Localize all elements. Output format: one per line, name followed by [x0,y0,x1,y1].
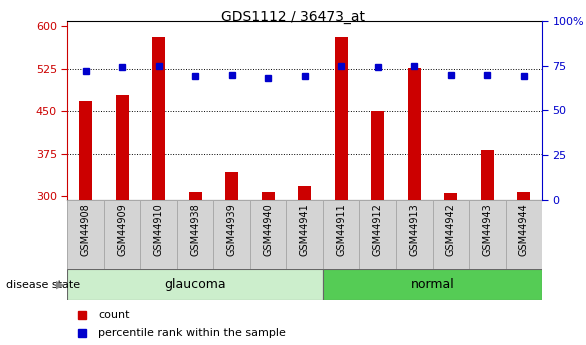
Bar [517,191,530,200]
Bar [372,111,384,200]
Bar [408,68,421,200]
Bar [104,200,141,269]
Text: GSM44913: GSM44913 [409,204,419,256]
Text: GSM44911: GSM44911 [336,204,346,256]
Bar [250,200,287,269]
Bar [396,200,432,269]
Text: GSM44941: GSM44941 [299,204,310,256]
Bar [432,200,469,269]
Bar [116,96,128,200]
Bar [323,269,542,300]
Text: GSM44944: GSM44944 [519,204,529,256]
Text: GSM44909: GSM44909 [117,204,127,256]
Text: disease state: disease state [6,280,80,289]
Text: count: count [98,310,130,320]
Text: normal: normal [411,278,454,291]
Text: GDS1112 / 36473_at: GDS1112 / 36473_at [221,10,365,24]
Text: glaucoma: glaucoma [164,278,226,291]
Text: ▶: ▶ [56,280,64,289]
Text: GSM44943: GSM44943 [482,204,492,256]
Bar [444,193,457,200]
Bar [506,200,542,269]
Bar [323,200,359,269]
Bar [213,200,250,269]
Bar [67,269,323,300]
Bar [469,200,506,269]
Bar [177,200,213,269]
Text: GSM44942: GSM44942 [446,204,456,256]
Text: GSM44939: GSM44939 [227,204,237,256]
Bar [262,192,275,200]
Text: GSM44912: GSM44912 [373,204,383,256]
Bar [298,186,311,200]
Text: GSM44940: GSM44940 [263,204,273,256]
Text: GSM44910: GSM44910 [154,204,163,256]
Bar [189,191,202,200]
Text: GSM44908: GSM44908 [81,204,91,256]
Bar [152,37,165,200]
Bar [287,200,323,269]
Bar [481,150,493,200]
Text: GSM44938: GSM44938 [190,204,200,256]
Text: percentile rank within the sample: percentile rank within the sample [98,328,286,338]
Bar [359,200,396,269]
Bar [67,200,104,269]
Bar [141,200,177,269]
Bar [225,172,238,200]
Bar [335,37,347,200]
Bar [79,101,92,200]
